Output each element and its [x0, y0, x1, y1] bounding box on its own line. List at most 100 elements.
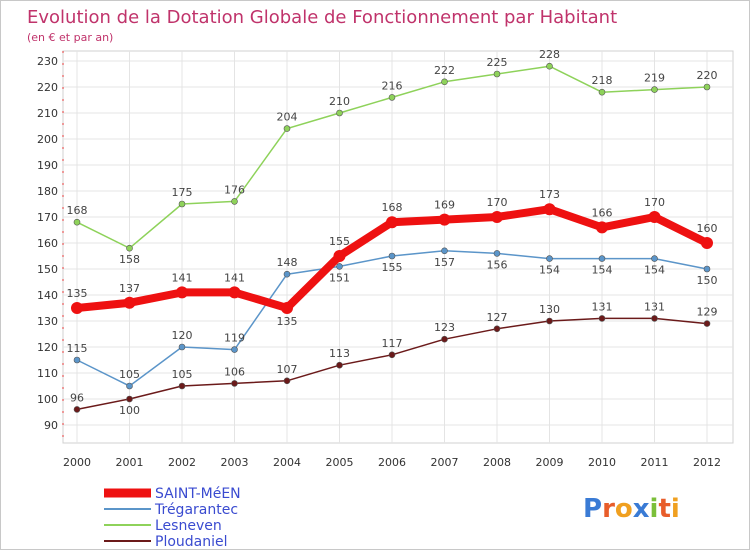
data-label-tr-garantec: 119 — [224, 332, 245, 345]
data-label-saint-m-en: 160 — [697, 222, 718, 235]
data-point-saint-m-en — [333, 250, 346, 262]
data-point-ploudaniel — [388, 351, 396, 359]
data-point-saint-m-en — [228, 286, 241, 299]
data-label-saint-m-en: 155 — [329, 235, 350, 248]
x-tick-label: 2012 — [693, 456, 721, 469]
legend-label-ploudaniel: Ploudaniel — [155, 534, 228, 550]
data-label-ploudaniel: 123 — [434, 321, 455, 334]
y-tick-label: 100 — [37, 393, 58, 406]
data-point-tr-garantec — [493, 250, 501, 257]
data-point-tr-garantec — [283, 270, 291, 278]
data-label-saint-m-en: 166 — [592, 206, 613, 219]
x-tick-label: 2002 — [168, 456, 196, 469]
y-tick-label: 140 — [37, 289, 58, 302]
data-label-tr-garantec: 115 — [67, 342, 88, 355]
y-tick-label: 170 — [37, 211, 58, 224]
data-point-tr-garantec — [441, 247, 448, 255]
legend-label-lesneven: Lesneven — [155, 518, 222, 534]
data-point-saint-m-en — [596, 221, 608, 234]
data-label-lesneven: 218 — [592, 74, 613, 87]
chart-title: Evolution de la Dotation Globale de Fonc… — [27, 7, 617, 28]
x-tick-label: 2004 — [273, 456, 301, 469]
x-tick-label: 2005 — [326, 456, 354, 469]
y-tick-label: 210 — [37, 107, 58, 120]
series-layer — [71, 62, 713, 413]
data-label-lesneven: 204 — [277, 111, 298, 124]
y-tick-label: 160 — [37, 237, 58, 250]
data-point-tr-garantec — [703, 265, 711, 273]
data-point-lesneven — [703, 83, 711, 91]
data-point-ploudaniel — [336, 361, 343, 369]
data-label-saint-m-en: 169 — [434, 199, 455, 212]
data-point-lesneven — [441, 78, 448, 86]
x-tick-label: 2003 — [221, 456, 249, 469]
data-point-ploudaniel — [73, 406, 81, 413]
data-point-saint-m-en — [491, 211, 503, 223]
y-tick-label: 180 — [37, 185, 58, 198]
data-point-ploudaniel — [231, 380, 238, 387]
data-label-tr-garantec: 148 — [277, 256, 298, 269]
data-point-lesneven — [126, 244, 133, 252]
data-label-ploudaniel: 131 — [644, 300, 665, 313]
x-tick-label: 2000 — [63, 456, 91, 469]
data-label-ploudaniel: 106 — [224, 365, 245, 378]
x-tick-label: 2001 — [116, 456, 144, 469]
y-tick-label: 130 — [37, 315, 58, 328]
data-label-ploudaniel: 107 — [277, 363, 298, 376]
data-label-ploudaniel: 105 — [172, 368, 193, 381]
legend-label-tregarantec: Trégarantec — [154, 502, 238, 518]
data-point-ploudaniel — [703, 320, 711, 327]
data-label-saint-m-en: 141 — [172, 271, 193, 284]
data-label-lesneven: 175 — [172, 186, 193, 199]
data-point-tr-garantec — [126, 382, 133, 390]
x-tick-label: 2009 — [536, 456, 564, 469]
data-label-lesneven: 168 — [67, 204, 88, 217]
data-point-tr-garantec — [598, 255, 606, 262]
data-label-tr-garantec: 157 — [434, 256, 455, 269]
data-point-lesneven — [336, 109, 343, 117]
plot-area — [62, 50, 734, 444]
data-label-lesneven: 176 — [224, 183, 245, 196]
data-point-saint-m-en — [648, 211, 661, 223]
data-point-tr-garantec — [231, 346, 238, 353]
data-label-tr-garantec: 120 — [172, 329, 193, 342]
data-point-lesneven — [231, 198, 238, 205]
data-point-lesneven — [598, 88, 606, 96]
data-label-tr-garantec: 150 — [697, 274, 718, 287]
data-point-ploudaniel — [283, 377, 291, 385]
data-label-ploudaniel: 129 — [697, 306, 718, 319]
data-point-saint-m-en — [543, 203, 556, 216]
data-label-ploudaniel: 131 — [592, 300, 613, 313]
data-label-tr-garantec: 155 — [382, 261, 403, 274]
data-label-saint-m-en: 137 — [119, 282, 140, 295]
data-label-ploudaniel: 100 — [119, 404, 140, 417]
data-point-tr-garantec — [388, 252, 396, 260]
data-point-lesneven — [493, 70, 501, 78]
data-label-ploudaniel: 117 — [382, 337, 403, 350]
legend: SAINT-MéEN Trégarantec Lesneven Ploudani… — [104, 486, 241, 550]
data-label-saint-m-en: 135 — [277, 315, 298, 328]
y-tick-label: 230 — [37, 55, 58, 68]
data-point-saint-m-en — [71, 302, 83, 314]
data-label-tr-garantec: 105 — [119, 368, 140, 381]
data-label-ploudaniel: 130 — [539, 303, 560, 316]
data-point-ploudaniel — [493, 325, 501, 333]
data-label-ploudaniel: 96 — [70, 391, 84, 404]
grid — [63, 51, 733, 443]
data-point-ploudaniel — [441, 335, 448, 343]
data-label-lesneven: 210 — [329, 95, 350, 108]
data-label-tr-garantec: 154 — [592, 264, 613, 277]
data-label-ploudaniel: 127 — [487, 311, 508, 324]
y-tick-label: 190 — [37, 159, 58, 172]
x-tick-label: 2011 — [641, 456, 669, 469]
data-point-lesneven — [388, 94, 396, 101]
data-point-saint-m-en — [123, 296, 136, 309]
data-label-lesneven: 222 — [434, 64, 455, 77]
data-label-saint-m-en: 170 — [644, 196, 665, 209]
x-tick-label: 2008 — [483, 456, 511, 469]
data-label-lesneven: 225 — [487, 56, 508, 69]
data-label-lesneven: 220 — [697, 69, 718, 82]
data-label-lesneven: 216 — [382, 79, 403, 92]
